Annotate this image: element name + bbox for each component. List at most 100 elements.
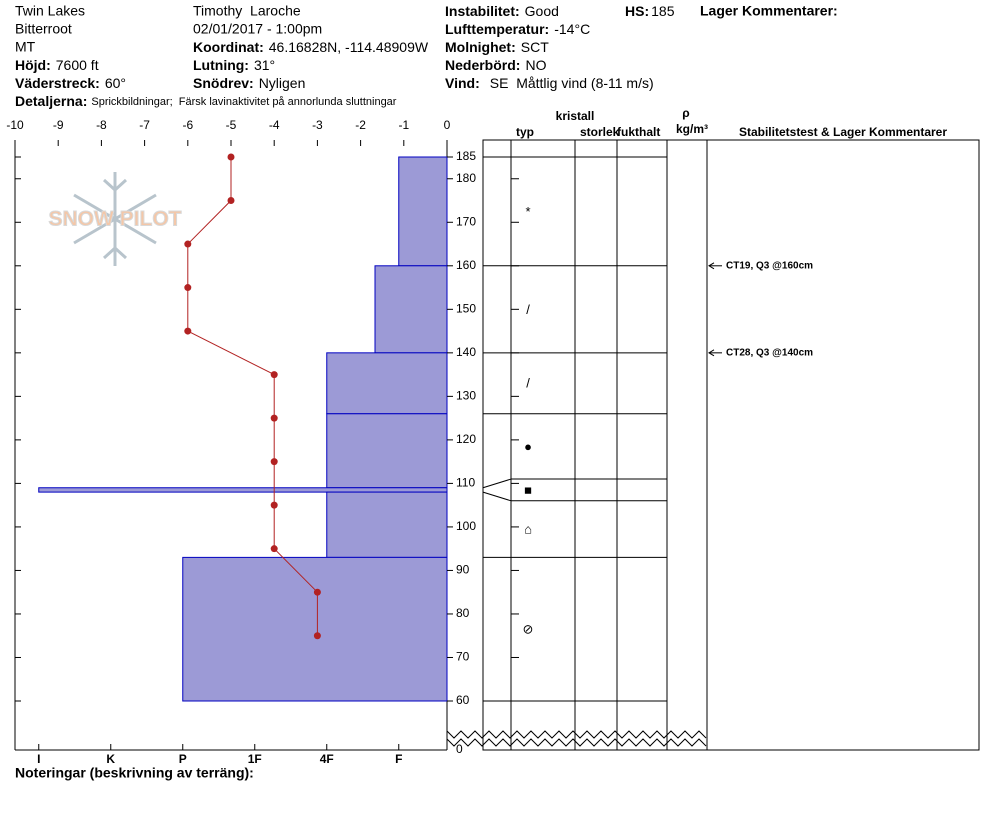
temperature-point	[270, 414, 278, 422]
y-tick-label: 180	[456, 171, 476, 185]
label: Lutning:	[193, 57, 249, 73]
hardness-layer	[38, 487, 448, 493]
hardness-tick-label: P	[179, 752, 187, 766]
y-tick-label: 0	[456, 742, 463, 756]
label: Molnighet:	[445, 39, 516, 55]
temperature-point	[184, 284, 192, 292]
y-tick-label: 100	[456, 519, 476, 533]
layer-connector	[482, 478, 512, 489]
logo	[73, 172, 157, 266]
temperature-point	[313, 588, 321, 596]
x-tick-label: -9	[53, 118, 64, 132]
label: Detaljerna:	[15, 93, 87, 109]
hardness-tick-label: K	[106, 752, 115, 766]
temperature-point	[270, 501, 278, 509]
col-header: kristall	[556, 109, 595, 123]
value: 60°	[105, 75, 126, 91]
aspect: Väderstreck: 60°	[15, 75, 126, 91]
wind-loading: Snödrev: Nyligen	[193, 75, 305, 91]
y-tick-label: 110	[456, 476, 475, 490]
stability: Instabilitet: Good	[445, 3, 559, 19]
site: Twin Lakes	[15, 3, 85, 19]
sky: Molnighet: SCT	[445, 39, 549, 55]
layer-connector	[482, 491, 512, 502]
hardness-layer	[398, 156, 448, 267]
hardness-tick-label: 1F	[248, 752, 262, 766]
x-tick-label: -10	[6, 118, 24, 132]
temperature-point	[313, 632, 321, 640]
frames	[14, 139, 980, 751]
range: Bitterroot	[15, 21, 72, 37]
air-temp: Lufttemperatur: -14°C	[445, 21, 590, 37]
value: SCT	[521, 39, 549, 55]
label: Snödrev:	[193, 75, 254, 91]
axis-break	[446, 738, 707, 747]
x-tick-label: -4	[269, 118, 280, 132]
x-tick-label: 0	[444, 118, 451, 132]
grain-type: ●	[524, 439, 532, 454]
value: 7600 ft	[56, 57, 99, 73]
coordinates: Koordinat: 46.16828N, -114.48909W	[193, 39, 429, 55]
label: Väderstreck:	[15, 75, 100, 91]
y-tick-label: 185	[456, 149, 476, 163]
temperature-point	[184, 240, 192, 248]
col-header: Stabilitetstest & Lager Kommentarer	[739, 125, 947, 139]
hardness-layer	[326, 413, 448, 489]
label: Instabilitet:	[445, 3, 520, 19]
slope: Lutning: 31°	[193, 57, 275, 73]
value: -14°C	[554, 21, 590, 37]
y-tick-label: 130	[456, 389, 476, 403]
grain-type: /	[526, 376, 530, 391]
y-tick-label: 90	[456, 563, 470, 577]
temperature-line	[187, 157, 318, 636]
label: HS:	[625, 3, 649, 19]
x-tick-label: -7	[139, 118, 150, 132]
precip: Nederbörd: NO	[445, 57, 547, 73]
y-tick-label: 120	[456, 432, 476, 446]
notes-label: Noteringar (beskrivning av terräng):	[15, 765, 254, 781]
value: 31°	[254, 57, 275, 73]
temperature-point	[227, 153, 235, 161]
y-tick-label: 70	[456, 650, 470, 664]
y-tick-label: 140	[456, 345, 476, 359]
test-label: CT28, Q3 @140cm	[726, 347, 813, 358]
temperature-point	[270, 458, 278, 466]
x-tick-label: -6	[182, 118, 193, 132]
y-tick-label: 60	[456, 693, 470, 707]
y-tick-label: 150	[456, 301, 476, 315]
hardness-layer	[374, 265, 448, 354]
temperature-point	[227, 197, 235, 205]
hardness-tick-label: I	[37, 752, 40, 766]
logo-text: SNOW PILOT	[49, 208, 182, 231]
state: MT	[15, 39, 36, 55]
elevation: Höjd: 7600 ft	[15, 57, 99, 73]
value: Nyligen	[259, 75, 306, 91]
col-header: ρ	[682, 106, 689, 120]
label: Vind:	[445, 75, 480, 91]
test-arrowhead	[708, 262, 715, 270]
x-tick-label: -3	[312, 118, 323, 132]
col-header: typ	[516, 125, 534, 139]
label: Koordinat:	[193, 39, 264, 55]
y-tick-label: 170	[456, 214, 476, 228]
grain-type: /	[526, 302, 530, 317]
hs: HS: 185	[625, 3, 675, 19]
grain-type: ⌂	[524, 522, 532, 537]
col-header: storlek	[580, 125, 620, 139]
value: 185	[651, 3, 675, 19]
datetime: 02/01/2017 - 1:00pm	[193, 21, 322, 37]
wind: Vind: SE Måttlig vind (8-11 m/s)	[445, 75, 654, 91]
hardness-layer	[326, 352, 448, 415]
label: Nederbörd:	[445, 57, 520, 73]
x-tick-label: -1	[398, 118, 409, 132]
test-arrowhead	[708, 349, 715, 357]
y-tick-label: 80	[456, 606, 470, 620]
col-header: fukthalt	[617, 125, 660, 139]
grain-type: ⊘	[523, 622, 534, 637]
temperature-point	[270, 371, 278, 379]
layer-comments: Lager Kommentarer:	[700, 3, 838, 19]
hardness-tick-label: 4F	[320, 752, 334, 766]
observer: Timothy Laroche	[193, 3, 301, 19]
col-header: kg/m³	[676, 122, 708, 136]
